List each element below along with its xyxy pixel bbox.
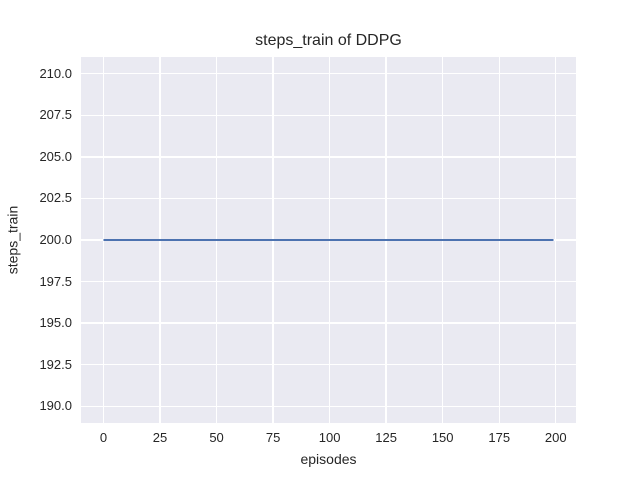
y-gridline [81,156,576,158]
y-gridline [81,364,576,366]
x-tick-label: 100 [318,430,341,445]
x-tick-label: 75 [265,430,281,445]
plot-canvas [103,239,554,241]
y-tick-label: 202.5 [39,190,72,206]
y-tick-label: 192.5 [39,356,72,372]
y-gridline [81,405,576,408]
y-gridline [81,114,576,116]
y-tick-label: 200.0 [39,232,72,247]
y-tick-label: 197.5 [39,273,72,289]
x-tick-label: 125 [375,430,397,445]
y-gridline [81,197,576,200]
y-tick-label: 210.0 [39,65,72,81]
y-tick-label: 207.5 [39,107,72,123]
y-gridline [81,72,576,75]
y-tick-label: 205.0 [39,148,72,164]
y-gridline [81,280,576,283]
y-tick-label: 195.0 [39,315,72,331]
y-axis-label: steps_train [4,205,21,275]
x-tick-label: 200 [544,430,567,445]
x-tick-label: 175 [488,430,511,445]
x-axis-label: episodes [300,451,357,467]
x-tick-label: 50 [209,430,224,445]
y-gridline [81,322,576,324]
x-tick-label: 150 [431,430,454,445]
plot-area [81,57,576,423]
x-tick-label: 0 [99,430,108,445]
y-tick-label: 190.0 [39,398,72,414]
chart-title: steps_train of DDPG [255,32,402,49]
x-tick-label: 25 [152,430,168,445]
